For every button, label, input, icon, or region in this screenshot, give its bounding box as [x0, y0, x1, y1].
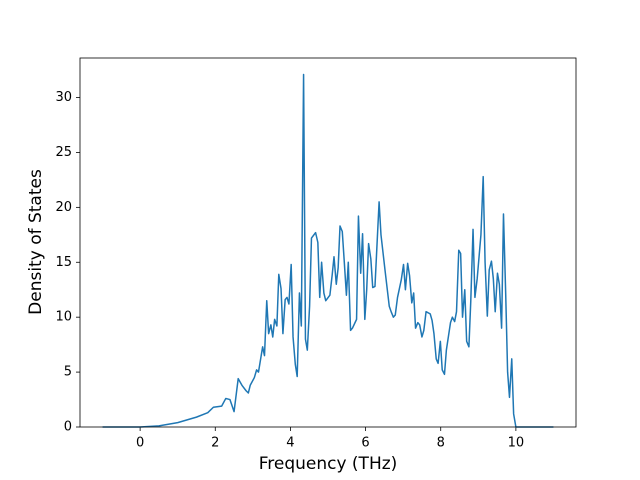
y-tick-label: 20 [55, 200, 72, 215]
x-tick-label: 10 [508, 436, 525, 451]
x-tick-label: 2 [211, 436, 219, 451]
y-tick-label: 0 [64, 420, 72, 435]
y-tick-label: 10 [55, 310, 72, 325]
y-tick-label: 15 [55, 255, 72, 270]
x-tick-label: 4 [286, 436, 294, 451]
y-axis-label: Density of States [26, 169, 46, 315]
y-tick-label: 30 [55, 90, 72, 105]
x-tick-label: 0 [136, 436, 144, 451]
plot-frame [79, 57, 577, 428]
x-tick-label: 6 [361, 436, 369, 451]
data-line [102, 73, 554, 428]
y-tick-label: 5 [64, 365, 72, 380]
x-tick-label: 8 [437, 436, 445, 451]
x-axis-label: Frequency (THz) [259, 454, 398, 474]
y-tick-label: 25 [55, 145, 72, 160]
